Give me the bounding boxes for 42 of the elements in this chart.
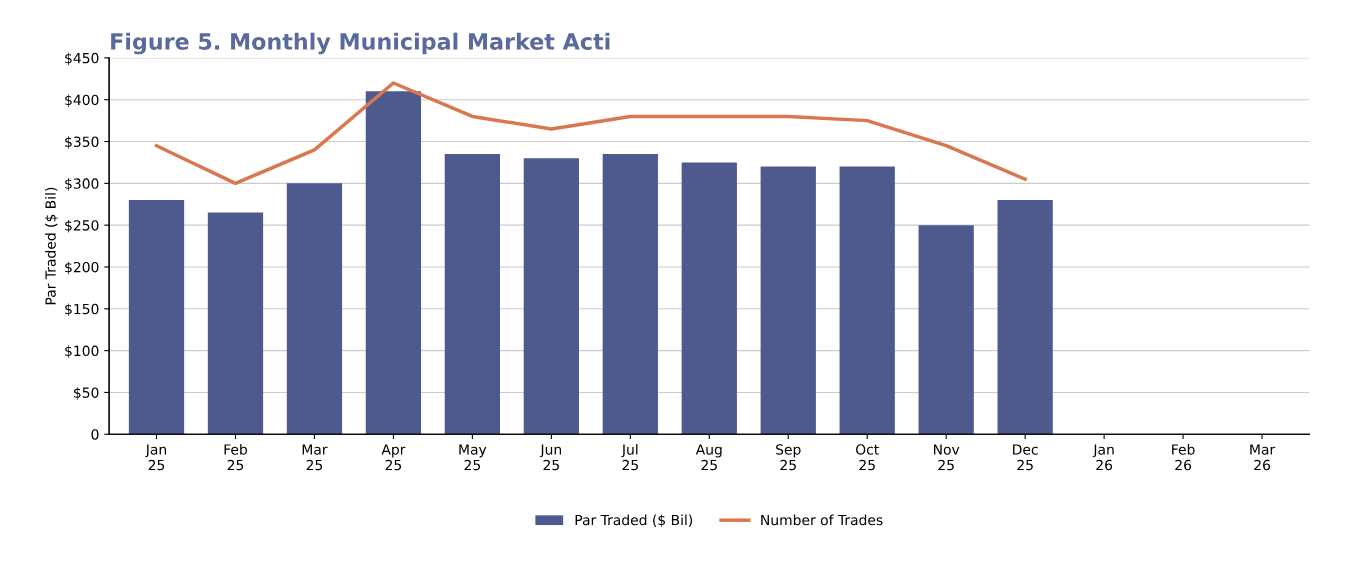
x-tick-label: Jan 25 bbox=[145, 444, 167, 471]
bar bbox=[997, 200, 1053, 435]
x-tick-label: Sep 25 bbox=[776, 444, 801, 471]
bar bbox=[365, 91, 422, 435]
bar bbox=[681, 162, 737, 435]
y-tick-label: 0 bbox=[91, 429, 99, 440]
x-tick-label: Aug 25 bbox=[695, 444, 722, 471]
bar bbox=[918, 225, 974, 435]
y-tick-label: $250 bbox=[65, 219, 99, 233]
bar bbox=[839, 166, 895, 435]
x-tick-label: Jul 25 bbox=[621, 443, 638, 471]
y-tick-label: $400 bbox=[65, 94, 99, 108]
y-tick-label: $150 bbox=[65, 303, 99, 317]
x-tick-label: Jan 26 bbox=[1092, 444, 1114, 471]
x-tick-label: Feb 26 bbox=[1172, 443, 1195, 471]
x-tick-label: Feb 25 bbox=[224, 443, 247, 471]
legend-label: Par Traded ($ Bil) bbox=[575, 514, 693, 528]
x-tick-label: Oct 25 bbox=[855, 444, 879, 471]
x-tick-label: Dec 25 bbox=[1013, 444, 1038, 471]
x-tick-label: Nov 25 bbox=[933, 444, 960, 471]
x-tick-label: Mar 25 bbox=[302, 444, 328, 471]
y-axis-title: Par Traded ($ Bil) bbox=[45, 187, 58, 305]
legend-label: Number of Trades bbox=[761, 514, 883, 526]
line-series bbox=[154, 81, 1027, 186]
y-tick-label: $300 bbox=[65, 178, 99, 191]
x-tick-label: Jun 25 bbox=[539, 444, 562, 471]
bar bbox=[128, 200, 185, 435]
bar bbox=[444, 154, 501, 435]
y-tick-label: $350 bbox=[65, 136, 99, 149]
bar bbox=[523, 158, 579, 435]
bar bbox=[602, 154, 658, 435]
bar bbox=[207, 212, 264, 435]
x-tick-label: Apr 25 bbox=[381, 444, 406, 471]
bar bbox=[760, 166, 816, 435]
chart-title: Figure 5. Monthly Municipal Market Acti bbox=[111, 32, 610, 55]
bar bbox=[286, 183, 343, 435]
y-tick-label: $450 bbox=[65, 52, 99, 66]
y-tick-label: $50 bbox=[74, 387, 99, 400]
y-tick-label: $100 bbox=[65, 345, 99, 358]
x-tick-label: May 25 bbox=[459, 444, 487, 471]
y-tick-label: $200 bbox=[65, 261, 99, 275]
x-tick-label: Mar 26 bbox=[1250, 444, 1276, 471]
